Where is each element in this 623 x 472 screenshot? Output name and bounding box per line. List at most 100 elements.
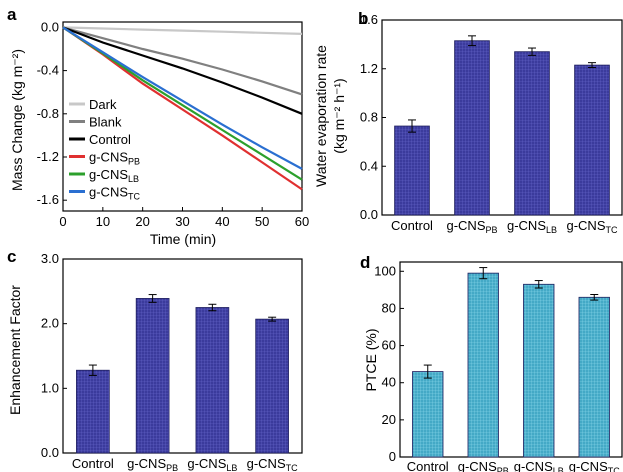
panel-c-x-tick-label-2-sub: LB <box>226 463 237 472</box>
panel-a-y-tick-label: -1.6 <box>37 192 59 207</box>
panel-a-series <box>62 26 303 191</box>
panel-d-x-tick-label-1-sub: PB <box>497 466 509 472</box>
panel-a-legend-label-2: Control <box>89 132 131 147</box>
panel-c-x-tick-label-3-main: g-CNS <box>247 456 286 471</box>
panel-a-legend-label-2-main: Control <box>89 132 131 147</box>
panel-a-legend-label-5-sub: TC <box>128 192 140 202</box>
panel-c-bar-3 <box>255 318 289 454</box>
panel-c-y-tick-label: 2.0 <box>41 316 59 331</box>
panel-a-x-tick-label: 40 <box>215 214 229 229</box>
panel-b-x-tick-label-1-main: g-CNS <box>446 218 485 233</box>
panel-d-y-tick-label: 20 <box>382 412 396 427</box>
panel-a-legend-label-3-main: g-CNS <box>89 150 128 165</box>
panel-a-line-chart: 0 10 20 30 40 50 60 0.0 -0.4 -0.8 -1.2 -1.6 Dark Bla… <box>9 19 309 247</box>
panel-d-x-tick-label-1-main: g-CNS <box>458 459 497 472</box>
panel-c-x-tick-label-3: g-CNSTC <box>247 456 299 472</box>
panel-d-x-tick-label-0-main: Control <box>407 459 449 472</box>
panel-d-x-tick-label-3-main: g-CNS <box>569 459 608 472</box>
panel-b-x-tick-label-0-main: Control <box>391 218 433 233</box>
panel-d-x-tick-label-2-sub: LB <box>553 466 564 472</box>
panel-a-legend-label-4: g-CNSLB <box>89 167 139 184</box>
panel-b-bar-2 <box>514 51 550 216</box>
panel-d-y-tick-label: 100 <box>374 263 396 278</box>
panel-a-x-tick-label: 20 <box>135 214 149 229</box>
panel-d-x-tick-label-0: Control <box>407 459 449 472</box>
panel-d-x-tick-label-2-main: g-CNS <box>514 459 553 472</box>
panel-a-legend-label-3-sub: PB <box>128 157 140 167</box>
panel-b-x-tick-label-0: Control <box>391 218 433 233</box>
panel-b-y-tick-label: 1.2 <box>360 61 378 76</box>
panel-b-y-axis-title: Water evaporation rate <box>313 45 329 187</box>
panel-d-bar-2 <box>523 283 555 458</box>
panel-a-series-line-1 <box>62 26 303 96</box>
panel-b-y-tick-label: 0.0 <box>360 207 378 222</box>
panel-a-legend-label-5: g-CNSTC <box>89 185 141 202</box>
panel-a-series-line-5 <box>62 26 303 170</box>
panel-d-x-tick-label-3-sub: TC <box>608 466 620 472</box>
panel-a-legend-label-0-main: Dark <box>89 97 117 112</box>
panel-c-x-tick-label-3-sub: TC <box>286 463 298 472</box>
panel-a-x-tick-label: 60 <box>295 214 309 229</box>
panel-a-y-tick-label: -0.4 <box>37 63 59 78</box>
panel-a-x-tick-label: 0 <box>59 214 66 229</box>
panel-a-x-tick-label: 50 <box>255 214 269 229</box>
panel-d-x-tick-label-1: g-CNSPB <box>458 459 509 472</box>
panel-b-y-tick-label: 0.4 <box>360 158 378 173</box>
panel-c-y-axis-title: Enhancement Factor <box>7 285 23 415</box>
panel-c-y-tick-label: 1.0 <box>41 380 59 395</box>
panel-b-bar-0 <box>394 125 430 216</box>
panel-d-y-tick-label: 80 <box>382 300 396 315</box>
panel-b-x-tick-label-3-main: g-CNS <box>566 218 605 233</box>
panel-c-bar-2 <box>195 307 230 454</box>
panel-d-bar-0 <box>412 371 444 458</box>
panel-a-legend-label-4-sub: LB <box>128 174 139 184</box>
panel-label-c: c <box>7 247 16 266</box>
panel-a-legend-label-3: g-CNSPB <box>89 150 140 167</box>
panel-d-y-tick-label: 60 <box>382 338 396 353</box>
panel-a-y-tick-label: -1.2 <box>37 149 59 164</box>
panel-b-x-tick-label-3-sub: TC <box>606 225 618 235</box>
panel-b-x-tick-label-2: g-CNSLB <box>507 218 557 235</box>
panel-a-y-tick-label: -0.8 <box>37 106 59 121</box>
panel-label-d: d <box>360 253 370 272</box>
panel-c-x-tick-label-1-sub: PB <box>166 463 178 472</box>
panel-a-legend-label-0: Dark <box>89 97 117 112</box>
panel-b-x-tick-label-1: g-CNSPB <box>446 218 497 235</box>
panel-d-y-axis-title: PTCE (%) <box>363 329 379 392</box>
panel-b-y-tick-label: 0.8 <box>360 110 378 125</box>
panel-a-legend-label-1-main: Blank <box>89 115 122 130</box>
panel-a-legend-label-1: Blank <box>89 115 122 130</box>
panel-a-legend-label-4-main: g-CNS <box>89 167 128 182</box>
panel-d-x-tick-label-3: g-CNSTC <box>569 459 621 472</box>
panel-c-y-tick-label: 0.0 <box>41 445 59 460</box>
panel-c-x-tick-label-0-main: Control <box>72 456 114 471</box>
panel-c-x-tick-label-0: Control <box>72 456 114 471</box>
panel-d-bar-1 <box>467 272 499 458</box>
panel-c-plot-frame <box>62 258 303 454</box>
panel-a-y-axis-title: Mass Change (kg m⁻²) <box>9 49 25 191</box>
panel-c-bar-1 <box>135 298 170 454</box>
panel-b-y-axis-units: (kg m⁻² h⁻¹) <box>331 78 347 153</box>
panel-a-x-tick-label: 30 <box>175 214 189 229</box>
panel-label-b: b <box>358 9 368 28</box>
panel-a-frame: 0 10 20 30 40 50 60 0.0 -0.4 -0.8 -1.2 -1.6 <box>37 19 310 229</box>
panel-b-x-tick-label-1-sub: PB <box>486 225 498 235</box>
panel-a-y-tick-label: 0.0 <box>41 19 59 34</box>
panel-b-bar-1 <box>454 40 490 216</box>
panel-a-x-axis-title: Time (min) <box>150 231 216 247</box>
panel-b-x-tick-label-2-sub: LB <box>546 225 557 235</box>
panel-b-bar-3 <box>574 64 610 216</box>
panel-label-a: a <box>7 5 17 24</box>
panel-c-x-tick-label-2-main: g-CNS <box>187 456 226 471</box>
panel-d-plot-frame <box>399 261 623 458</box>
panel-b-x-tick-label-2-main: g-CNS <box>507 218 546 233</box>
panel-b-x-tick-label-3: g-CNSTC <box>566 218 618 235</box>
panel-d-bar-3 <box>578 296 610 458</box>
panel-c-y-tick-label: 3.0 <box>41 251 59 266</box>
